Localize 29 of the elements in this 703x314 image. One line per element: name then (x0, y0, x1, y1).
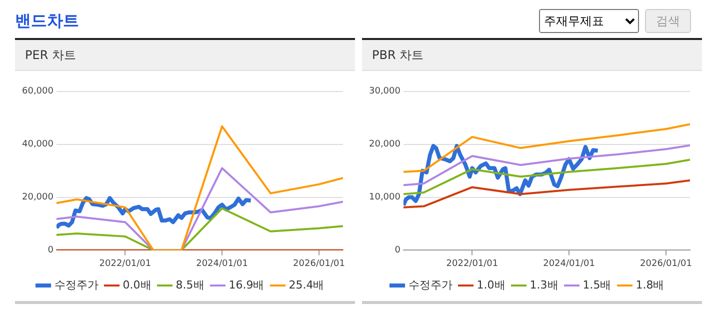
legend-label: 1.3배 (530, 278, 558, 292)
x-tick-label: 2024/01/01 (543, 258, 595, 269)
legend-label: 0.0배 (122, 278, 152, 292)
legend-label: 1.8배 (636, 278, 664, 292)
y-tick-label: 60,000 (22, 86, 54, 97)
x-tick-label: 2024/01/01 (196, 258, 248, 269)
y-tick-label: 40,000 (22, 140, 54, 150)
chart-title: PBR 차트 (362, 38, 702, 71)
x-tick-label: 2022/01/01 (99, 258, 152, 269)
legend-label: 수정주가 (54, 278, 98, 292)
legend-label: 16.9배 (228, 278, 264, 292)
x-tick-label: 2026/01/01 (293, 258, 345, 269)
legend-label: 25.4배 (288, 278, 324, 292)
y-tick-label: 0 (394, 246, 401, 256)
x-tick-label: 2026/01/01 (640, 258, 692, 269)
text: 밴드차트 (15, 10, 79, 32)
legend-label: 8.5배 (176, 278, 204, 292)
y-tick-label: 30,000 (368, 86, 401, 97)
legend-label: 수정주가 (408, 278, 452, 292)
y-tick-label: 20,000 (368, 140, 401, 150)
y-tick-label: 20,000 (22, 192, 54, 203)
y-tick-label: 10,000 (368, 192, 401, 203)
text: 주재무제표 (539, 9, 639, 33)
chart-title: PER 차트 (15, 38, 355, 71)
x-tick-label: 2022/01/01 (446, 258, 498, 269)
legend-label: 1.5배 (582, 278, 612, 292)
legend-label: 1.0배 (476, 278, 506, 292)
y-tick-label: 0 (48, 246, 54, 256)
text: 검색 (645, 9, 691, 33)
